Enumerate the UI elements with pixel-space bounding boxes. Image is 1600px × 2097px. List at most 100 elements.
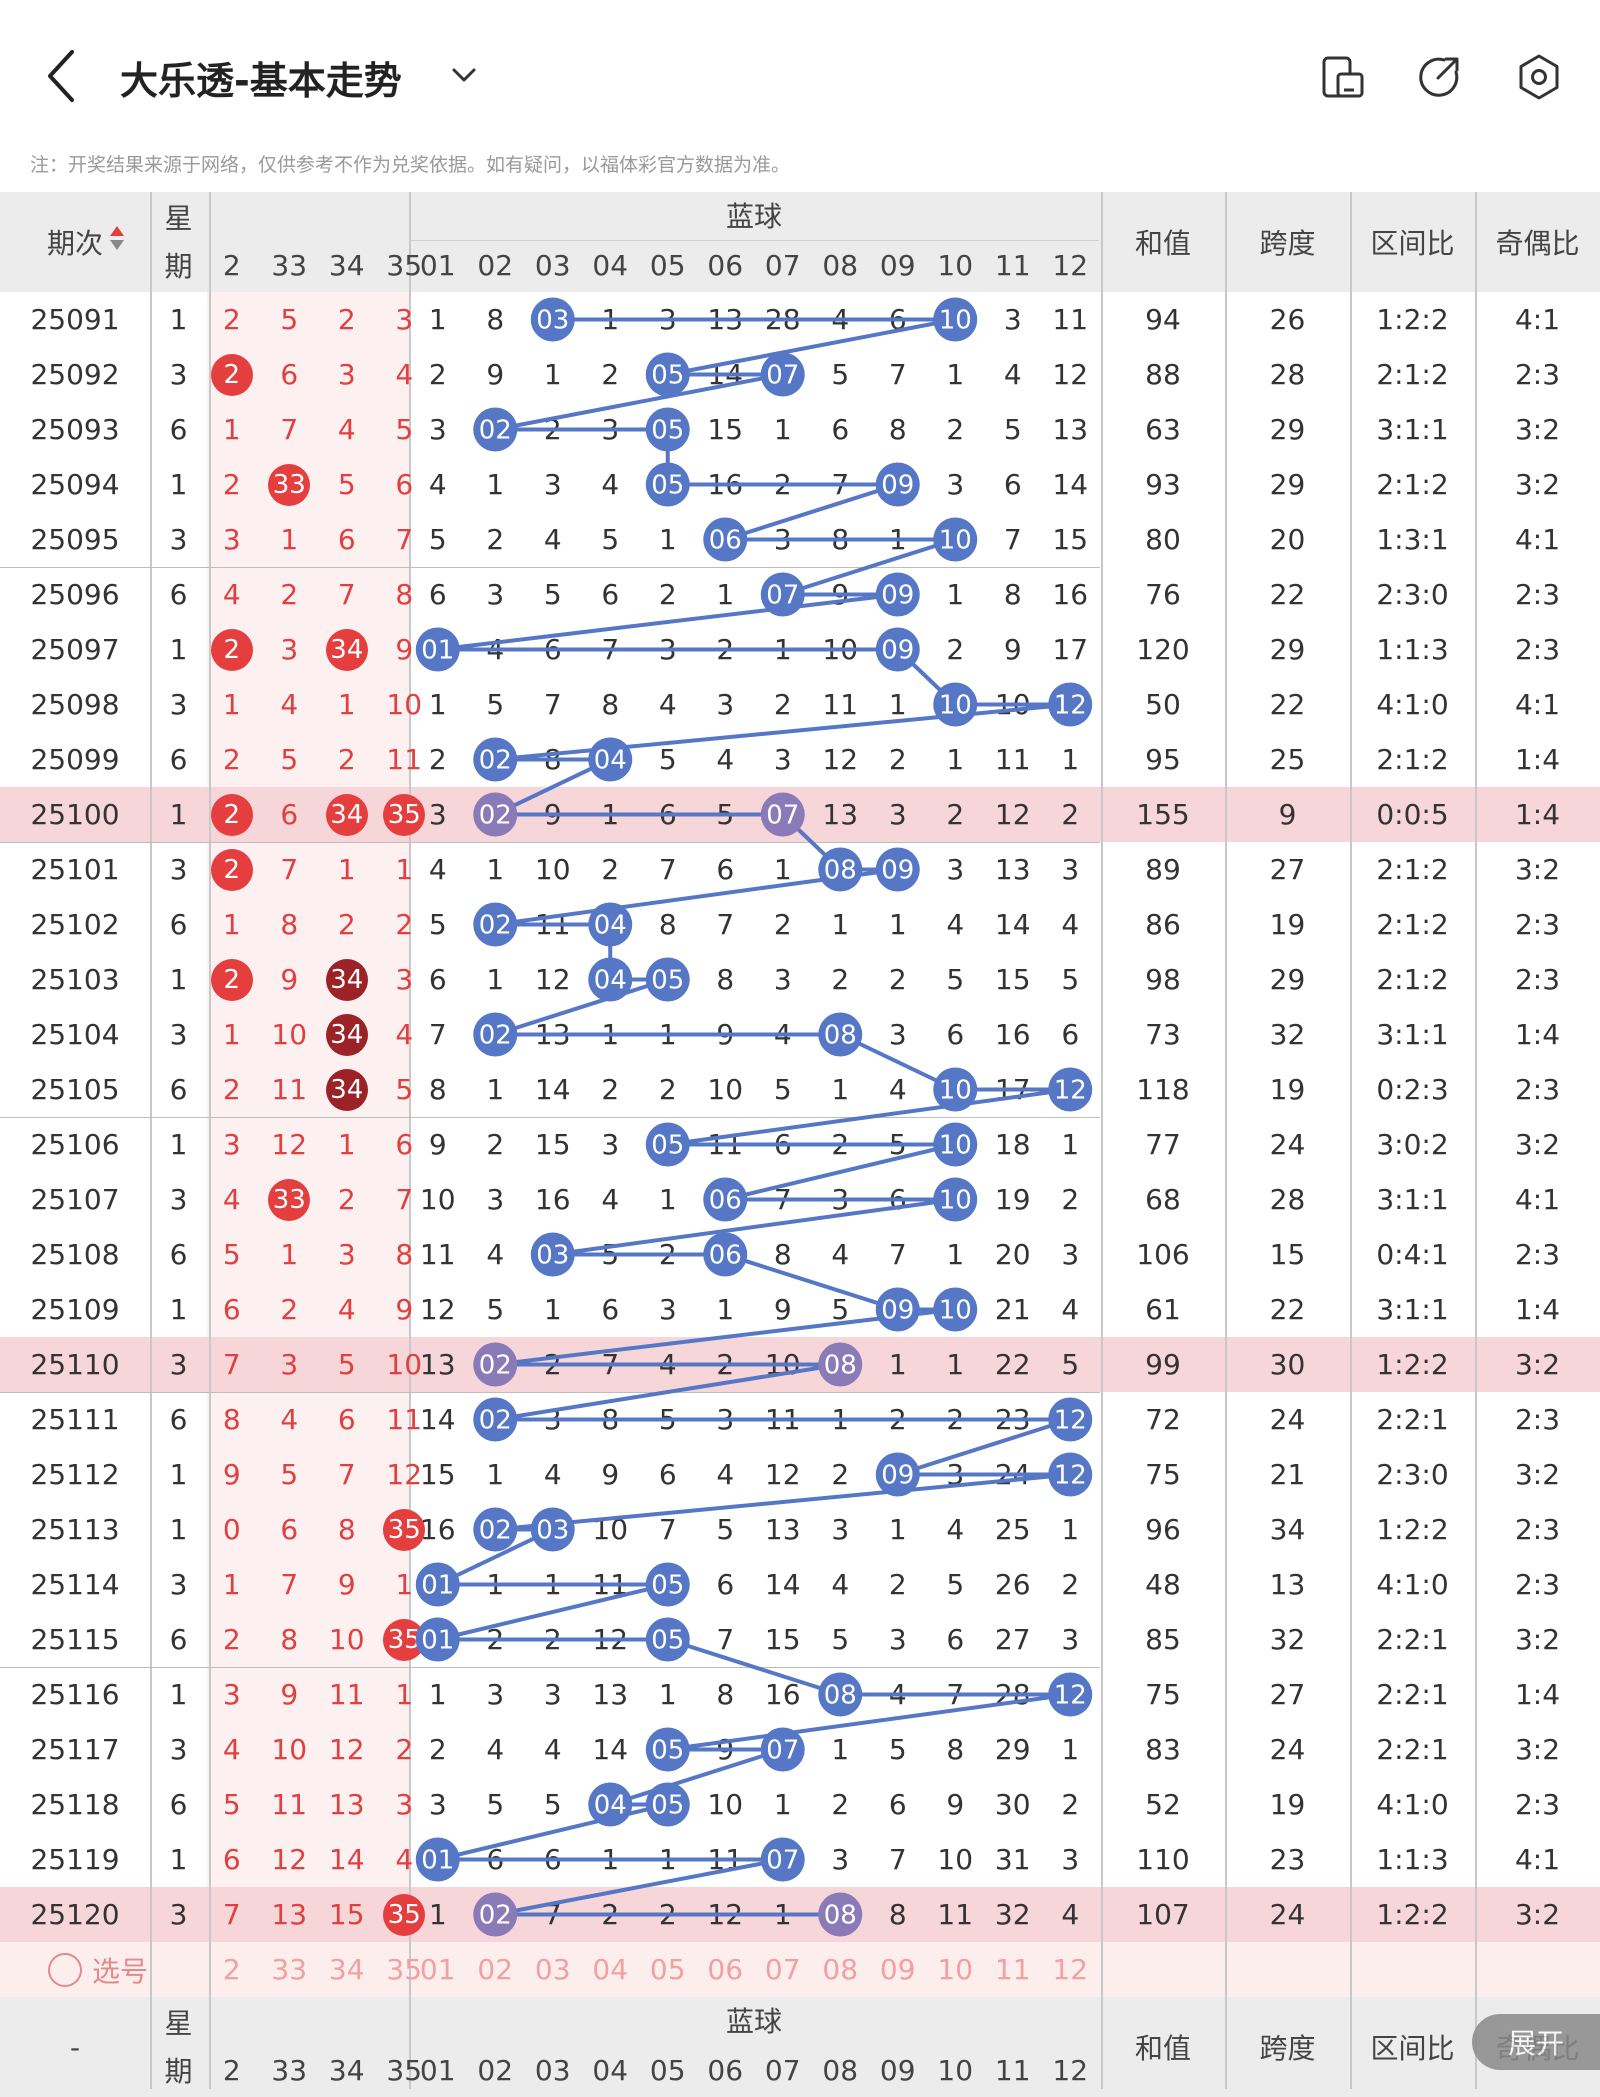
- red-ball: 34: [325, 1068, 368, 1111]
- front-zone-miss: 7: [280, 413, 299, 446]
- odd-even-ratio: 3:2: [1514, 1898, 1561, 1931]
- zone-ratio: 2:3:0: [1376, 578, 1449, 611]
- header-stat: 奇偶比: [1495, 227, 1580, 260]
- issue-number: 25119: [30, 1843, 120, 1876]
- odd-even-ratio: 2:3: [1514, 1788, 1561, 1821]
- select-blue-number[interactable]: 01: [419, 1953, 456, 1986]
- expand-button[interactable]: 展开: [1472, 2014, 1600, 2070]
- blue-miss-count: 4: [486, 1733, 505, 1766]
- select-blue-number[interactable]: 02: [477, 1953, 514, 1986]
- column-divider: [150, 192, 152, 2089]
- select-blue-number[interactable]: 08: [822, 1953, 859, 1986]
- blue-miss-count: 1: [831, 908, 850, 941]
- issue-number: 25094: [30, 468, 120, 501]
- select-blue-number[interactable]: 09: [879, 1953, 916, 1986]
- front-zone-miss: 3: [395, 1788, 414, 1821]
- odd-even-ratio: 3:2: [1514, 1128, 1561, 1161]
- front-zone-hit: 33: [261, 457, 319, 512]
- blue-miss-count: 4: [428, 853, 447, 886]
- blue-miss-count: 6: [601, 1293, 620, 1326]
- weekday: 1: [169, 468, 188, 501]
- red-ball: 34: [325, 958, 368, 1001]
- odd-even-ratio: 3:2: [1514, 413, 1561, 446]
- odd-even-ratio: 4:1: [1514, 688, 1561, 721]
- header-front-number: 34: [328, 248, 365, 282]
- blue-miss-count: 4: [1061, 908, 1080, 941]
- select-blue-number[interactable]: 04: [592, 1953, 629, 1986]
- dropdown-chevron-icon[interactable]: [446, 60, 482, 90]
- blue-miss-count: 1: [428, 688, 447, 721]
- select-blue-number[interactable]: 06: [707, 1953, 744, 1986]
- odd-even-ratio: 3:2: [1514, 468, 1561, 501]
- zone-ratio: 1:2:2: [1376, 1898, 1449, 1931]
- select-blue-number[interactable]: 05: [649, 1953, 686, 1986]
- span-value: 26: [1269, 303, 1306, 336]
- odd-even-ratio: 3:2: [1514, 1458, 1561, 1491]
- blue-miss-count: 1: [428, 1898, 447, 1931]
- blue-miss-count: 14: [592, 1733, 629, 1766]
- footer-blue-number: 08: [822, 2053, 859, 2087]
- phone-layout-icon[interactable]: [1318, 52, 1368, 102]
- zone-ratio: 2:1:2: [1376, 358, 1449, 391]
- blue-miss-count: 1: [601, 1843, 620, 1876]
- page-title[interactable]: 大乐透-基本走势: [120, 59, 402, 103]
- select-blue-number[interactable]: 03: [534, 1953, 571, 1986]
- settings-hexagon-icon[interactable]: [1514, 52, 1564, 102]
- blue-miss-count: 3: [601, 413, 620, 446]
- select-blue-number[interactable]: 07: [764, 1953, 801, 1986]
- blue-miss-count: 28: [994, 1678, 1031, 1711]
- span-value: 29: [1269, 963, 1306, 996]
- weekday: 1: [169, 1458, 188, 1491]
- back-arrow-icon[interactable]: [38, 44, 86, 108]
- select-number-control[interactable]: 选号: [48, 1950, 148, 1990]
- select-radio-icon[interactable]: [48, 1953, 82, 1987]
- blue-miss-count: 4: [773, 1018, 792, 1051]
- blue-miss-count: 4: [888, 1678, 907, 1711]
- blue-miss-count: 5: [658, 1403, 677, 1436]
- sum-value: 80: [1145, 523, 1181, 556]
- front-zone-bg: [207, 402, 409, 457]
- sum-value: 50: [1145, 688, 1181, 721]
- blue-miss-count: 5: [428, 523, 447, 556]
- front-zone-miss: 11: [271, 1788, 308, 1821]
- footer-front-number: 33: [271, 2053, 308, 2087]
- red-ball: 2: [210, 958, 253, 1001]
- weekday: 6: [169, 743, 188, 776]
- footer-blue-number: 06: [707, 2053, 744, 2087]
- footer-blue-number: 09: [879, 2053, 916, 2087]
- weekday: 6: [169, 908, 188, 941]
- share-icon[interactable]: [1414, 52, 1464, 102]
- blue-miss-count: 4: [831, 1568, 850, 1601]
- front-zone-miss: 12: [271, 1843, 308, 1876]
- blue-miss-count: 12: [592, 1623, 629, 1656]
- select-blue-number[interactable]: 12: [1052, 1953, 1089, 1986]
- blue-miss-count: 8: [773, 1238, 792, 1271]
- blue-miss-count: 15: [534, 1128, 571, 1161]
- odd-even-ratio: 1:4: [1514, 798, 1561, 831]
- front-zone-miss: 8: [395, 1238, 414, 1271]
- front-zone-miss: 9: [280, 963, 299, 996]
- front-zone-bg: [207, 1667, 409, 1722]
- blue-miss-count: 9: [773, 1293, 792, 1326]
- blue-miss-count: 5: [946, 1568, 965, 1601]
- front-zone-miss: 5: [222, 1238, 241, 1271]
- blue-miss-count: 15: [1052, 523, 1089, 556]
- blue-miss-count: 4: [601, 468, 620, 501]
- blue-miss-count: 1: [543, 1568, 562, 1601]
- blue-miss-count: 9: [716, 1733, 735, 1766]
- front-zone-miss: 1: [222, 908, 241, 941]
- sum-value: 61: [1145, 1293, 1181, 1326]
- select-blue-number[interactable]: 11: [994, 1953, 1031, 1986]
- select-blue-number[interactable]: 10: [937, 1953, 974, 1986]
- front-zone-miss: 3: [395, 303, 414, 336]
- blue-miss-count: 14: [534, 1073, 571, 1106]
- front-zone-miss: 5: [395, 413, 414, 446]
- footer-blue-number: 03: [534, 2053, 571, 2087]
- front-zone-miss: 7: [222, 1898, 241, 1931]
- front-zone-hit: 35: [376, 1612, 434, 1667]
- blue-miss-count: 3: [888, 798, 907, 831]
- blue-miss-count: 8: [946, 1733, 965, 1766]
- blue-miss-count: 1: [773, 1788, 792, 1821]
- blue-miss-count: 10: [707, 1073, 744, 1106]
- blue-miss-count: 14: [419, 1403, 456, 1436]
